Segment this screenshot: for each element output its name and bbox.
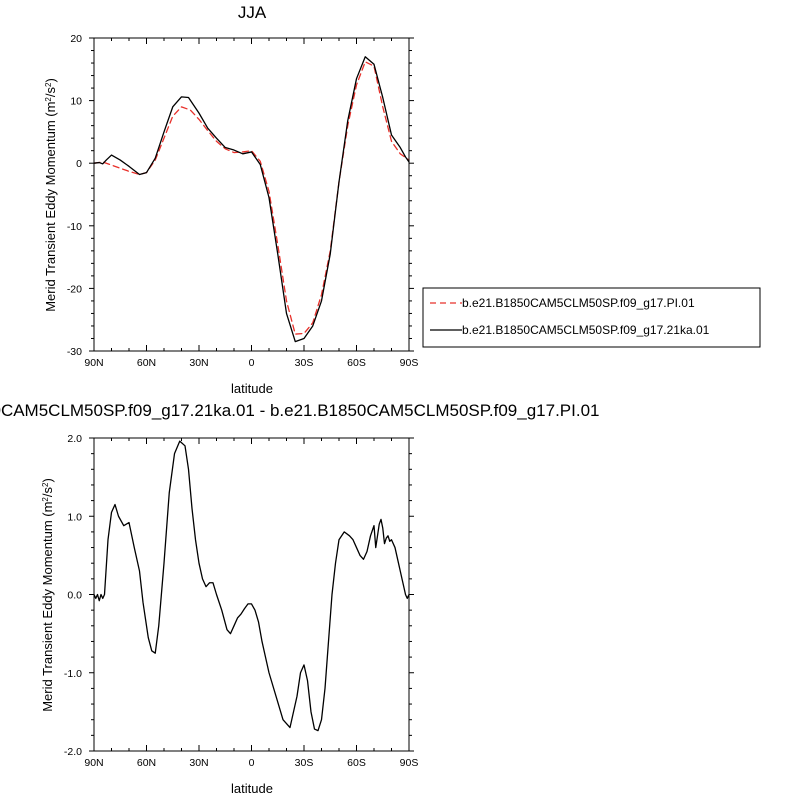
top-series-line-1: [93, 56, 410, 343]
legend-box: [422, 287, 761, 348]
top-y-tick-label: 20: [70, 33, 82, 45]
top-y-tick-label: -30: [67, 346, 82, 358]
bottom-chart-frame: [93, 437, 410, 752]
top-chart-frame: [93, 37, 410, 352]
bottom-x-tick-label: 90S: [400, 757, 419, 769]
top-chart: JJA 90N 60N 30N 0 30S 60S 90S 20 10 0 -10 -20 -30 la…: [43, 3, 761, 396]
bottom-chart: b.e21.B1850CAM5CLM50SP.f09_g17.21ka.01 -…: [0, 401, 599, 796]
bottom-y-tick-label: 1.0: [67, 511, 82, 523]
top-x-tick-label: 30S: [295, 357, 314, 369]
top-chart-title: JJA: [238, 3, 267, 22]
bottom-x-tick-label: 0: [249, 757, 255, 769]
top-x-tick-label: 0: [249, 357, 255, 369]
bottom-series-line-0: [93, 440, 410, 732]
bottom-x-tick-label: 30S: [295, 757, 314, 769]
bottom-y-tick-label: -2.0: [64, 746, 82, 758]
top-y-tick-label: 10: [70, 96, 82, 108]
top-y-tick-label: -20: [67, 283, 82, 295]
top-x-tick-label: 60S: [347, 357, 366, 369]
bottom-x-tick-label: 90N: [84, 757, 103, 769]
top-x-tick-label: 60N: [137, 357, 156, 369]
top-chart-ylabel: Merid Transient Eddy Momentum (m2/s2): [43, 78, 58, 312]
top-chart-xlabel: latitude: [231, 381, 273, 396]
bottom-chart-xlabel: latitude: [231, 781, 273, 796]
bottom-chart-title: b.e21.B1850CAM5CLM50SP.f09_g17.21ka.01 -…: [0, 401, 599, 420]
bottom-x-tick-label: 30N: [189, 757, 208, 769]
bottom-y-tick-label: 2.0: [67, 433, 82, 445]
top-y-tick-label: 0: [76, 158, 82, 170]
top-x-tick-label: 90N: [84, 357, 103, 369]
bottom-chart-ylabel: Merid Transient Eddy Momentum (m2/s2): [40, 478, 55, 712]
bottom-x-tick-label: 60S: [347, 757, 366, 769]
top-series-line-0: [93, 61, 410, 335]
legend-label-21ka: b.e21.B1850CAM5CLM50SP.f09_g17.21ka.01: [462, 323, 710, 337]
bottom-y-tick-label: -1.0: [64, 668, 82, 680]
legend-label-pi: b.e21.B1850CAM5CLM50SP.f09_g17.PI.01: [462, 296, 695, 310]
top-chart-legend: b.e21.B1850CAM5CLM50SP.f09_g17.PI.01 b.e…: [422, 287, 761, 348]
bottom-x-tick-label: 60N: [137, 757, 156, 769]
top-y-tick-label: -10: [67, 221, 82, 233]
top-x-tick-label: 90S: [400, 357, 419, 369]
top-x-tick-label: 30N: [189, 357, 208, 369]
bottom-y-tick-label: 0.0: [67, 590, 82, 602]
